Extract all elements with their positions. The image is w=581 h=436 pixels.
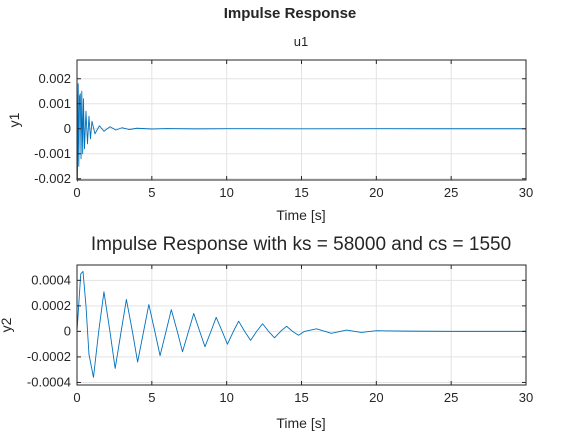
y-tick-label: -0.0002 (27, 349, 71, 364)
x-tick-label: 5 (148, 390, 155, 405)
x-tick-label: 25 (444, 390, 458, 405)
y-tick-label: -0.0004 (27, 374, 71, 389)
chart-top-title: u1 (294, 34, 308, 49)
figure-suptitle: Impulse Response (224, 5, 357, 22)
x-tick-label: 30 (519, 185, 533, 200)
x-tick-label: 5 (148, 185, 155, 200)
y-tick-label: 0.0002 (31, 298, 71, 313)
x-tick-label: 10 (219, 185, 233, 200)
x-tick-label: 10 (219, 390, 233, 405)
x-tick-label: 20 (369, 185, 383, 200)
chart-bottom-title: Impulse Response with ks = 58000 and cs … (91, 234, 511, 255)
chart-bottom-grid (77, 265, 526, 385)
y-tick-label: 0 (64, 121, 71, 136)
y-tick-label: -0.001 (34, 146, 71, 161)
y-tick-label: 0.001 (38, 96, 71, 111)
chart-top-ylabel: y1 (6, 112, 22, 127)
y-tick-label: 0.0004 (31, 272, 71, 287)
y-tick-label: 0 (64, 323, 71, 338)
x-tick-label: 0 (73, 390, 80, 405)
x-tick-label: 15 (294, 390, 308, 405)
chart-top: u1 0 5 10 15 20 25 30 -0.002 -0.001 0 0.001 0.002 T… (6, 34, 533, 223)
chart-top-xlabel: Time [s] (276, 207, 325, 223)
x-tick-label: 15 (294, 185, 308, 200)
x-tick-label: 25 (444, 185, 458, 200)
x-tick-label: 20 (369, 390, 383, 405)
chart-top-grid (77, 60, 526, 180)
chart-bottom-ylabel: y2 (0, 317, 14, 332)
x-tick-label: 0 (73, 185, 80, 200)
x-tick-label: 30 (519, 390, 533, 405)
y-tick-label: -0.002 (34, 171, 71, 186)
chart-bottom: Impulse Response with ks = 58000 and cs … (0, 234, 533, 431)
chart-bottom-xlabel: Time [s] (276, 415, 325, 431)
y-tick-label: 0.002 (38, 71, 71, 86)
chart-bottom-ticks: 0 5 10 15 20 25 30 -0.0004 -0.0002 0 0.0002 0.0004 (27, 265, 533, 405)
